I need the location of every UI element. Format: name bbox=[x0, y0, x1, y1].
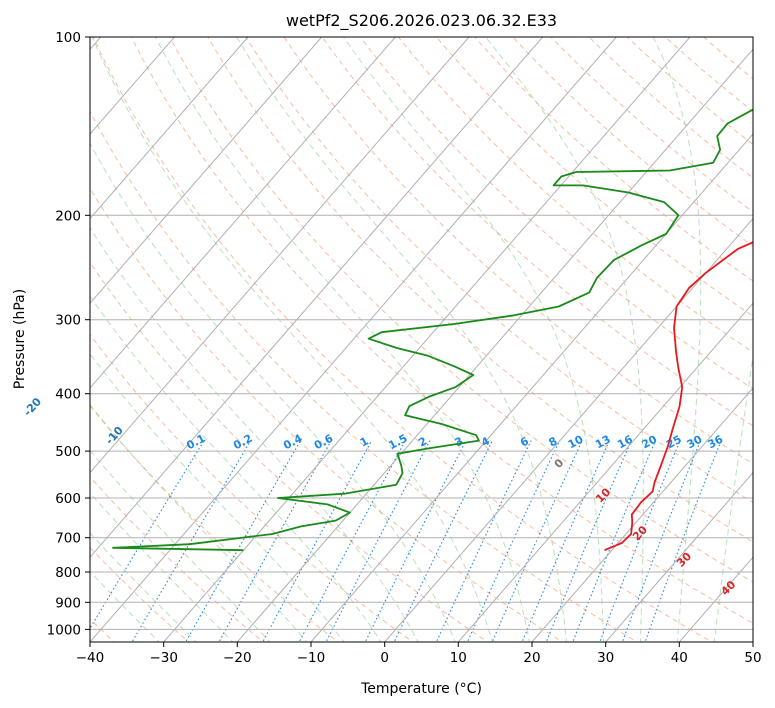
mixing-ratio-label: 20 bbox=[640, 433, 660, 452]
mixing-ratio-label: 30 bbox=[685, 433, 705, 452]
x-tick-label: 20 bbox=[523, 650, 540, 666]
y-tick-label: 100 bbox=[55, 30, 81, 46]
y-tick-label: 700 bbox=[55, 531, 81, 547]
mixing-ratio-line bbox=[90, 440, 205, 630]
axis-ticks: −40 −30 −20 −10 0 10 20 30 40 50 1000 900 800 700 600 5… bbox=[47, 30, 762, 666]
moist-adiabat bbox=[90, 403, 308, 642]
mixing-ratio-line bbox=[218, 440, 332, 642]
mixing-ratio-line bbox=[185, 440, 302, 642]
isotherm bbox=[531, 387, 753, 642]
x-tick-label: 10 bbox=[450, 650, 467, 666]
dry-adiabat bbox=[283, 37, 753, 465]
x-tick-label: −30 bbox=[149, 650, 178, 666]
isotherm bbox=[90, 37, 544, 559]
isotherm bbox=[90, 37, 617, 642]
y-tick-label: 300 bbox=[55, 313, 81, 329]
dewpoint-profile bbox=[112, 108, 753, 552]
mixing-ratio-line bbox=[262, 440, 373, 642]
isotherm bbox=[90, 37, 323, 305]
dry-adiabat bbox=[474, 37, 753, 282]
moist-adiabat bbox=[90, 226, 419, 642]
mixing-ratio-line bbox=[131, 440, 252, 642]
isotherm bbox=[384, 217, 753, 642]
isotherm bbox=[90, 37, 249, 220]
mixing-ratio-line bbox=[545, 440, 632, 642]
mixing-ratio-line bbox=[325, 440, 431, 642]
mixing-ratio-label: 36 bbox=[706, 433, 726, 452]
y-tick-label: 800 bbox=[55, 565, 81, 581]
mixing-ratio-label: 16 bbox=[615, 433, 635, 452]
y-tick-label: 200 bbox=[55, 208, 81, 224]
mixing-ratio-line bbox=[599, 440, 681, 642]
mixing-ratio-line bbox=[435, 440, 532, 642]
dry-adiabat bbox=[90, 110, 638, 642]
isotherm bbox=[310, 133, 753, 642]
dry-adiabat bbox=[168, 37, 753, 583]
moist-adiabat bbox=[90, 449, 271, 642]
y-axis-label: Pressure (hPa) bbox=[12, 289, 28, 389]
chart-title: wetPf2_S206.2026.023.06.32.E33 bbox=[286, 11, 557, 31]
y-tick-label: 600 bbox=[55, 491, 81, 507]
mixing-ratio-line bbox=[521, 440, 610, 642]
isotherm bbox=[90, 37, 470, 474]
moist-adiabat bbox=[90, 142, 456, 642]
x-tick-label: 0 bbox=[380, 650, 389, 666]
dry-adiabat bbox=[90, 333, 414, 642]
temperature-profile bbox=[604, 241, 753, 552]
x-tick-label: 50 bbox=[744, 650, 761, 666]
y-tick-label: 500 bbox=[55, 444, 81, 460]
isotherm bbox=[457, 302, 753, 642]
dry-adiabat bbox=[359, 37, 753, 390]
dry-adiabat bbox=[245, 37, 753, 504]
profiles bbox=[112, 108, 753, 552]
isotherm bbox=[163, 37, 691, 642]
isotherm bbox=[605, 471, 753, 642]
x-tick-label: 30 bbox=[597, 650, 614, 666]
isotherm bbox=[236, 48, 753, 642]
mixing-ratio-line bbox=[572, 440, 657, 642]
x-axis-label: Temperature (°C) bbox=[360, 681, 482, 697]
x-tick-label: 40 bbox=[671, 650, 688, 666]
x-tick-label: −40 bbox=[76, 650, 105, 666]
dry-adiabat bbox=[90, 404, 340, 642]
y-tick-label: 400 bbox=[55, 387, 81, 403]
dry-adiabat bbox=[207, 37, 753, 543]
y-tick-label: 900 bbox=[55, 595, 81, 611]
mixing-ratio-label: 25 bbox=[664, 433, 684, 452]
grid-lines bbox=[90, 37, 753, 642]
x-tick-label: −10 bbox=[297, 650, 326, 666]
plot-frame bbox=[89, 36, 754, 643]
isotherm bbox=[90, 37, 396, 389]
x-tick-label: −20 bbox=[223, 650, 252, 666]
mixing-ratio-label: 13 bbox=[593, 433, 613, 452]
mixing-ratio-label: 10 bbox=[566, 433, 586, 452]
y-tick-label: 1000 bbox=[47, 622, 81, 638]
